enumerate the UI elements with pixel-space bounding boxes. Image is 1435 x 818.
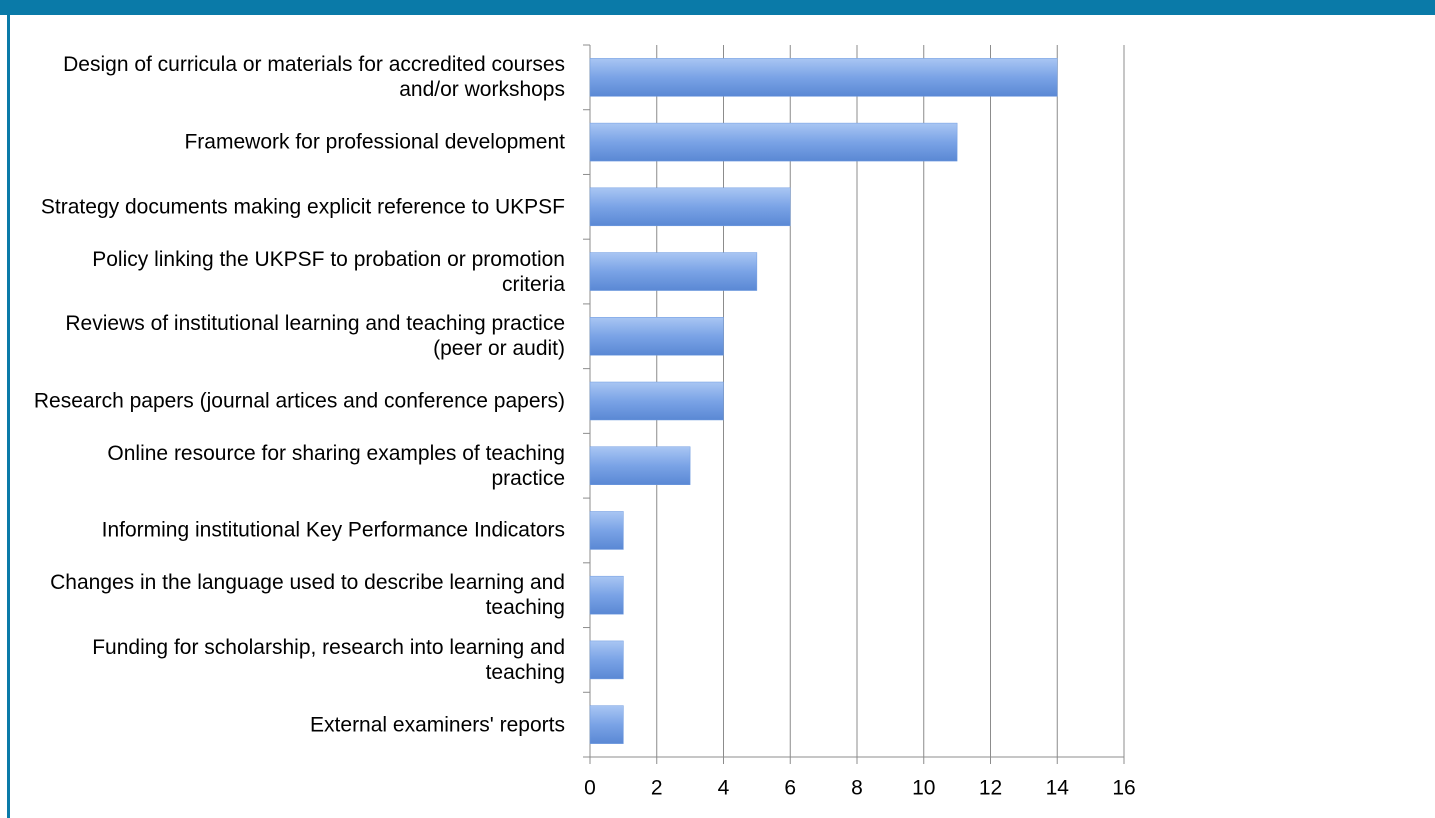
bar — [589, 252, 758, 291]
bar — [589, 58, 1058, 97]
y-tick-label: Online resource for sharing examples of … — [107, 441, 565, 490]
x-tick-label: 10 — [912, 777, 935, 800]
x-tick-label: 12 — [979, 777, 1002, 800]
y-tick-label: Design of curricula or materials for acc… — [63, 53, 565, 102]
top-bar — [0, 0, 1435, 15]
x-tick-label: 16 — [1112, 777, 1135, 800]
y-tick-label: Strategy documents making explicit refer… — [40, 195, 565, 219]
y-tick-label: Informing institutional Key Performance … — [101, 518, 565, 542]
y-tick-label: Reviews of institutional learning and te… — [65, 312, 565, 361]
x-tick-label: 8 — [851, 777, 863, 800]
y-tick-label: Funding for scholarship, research into l… — [92, 635, 565, 684]
bar — [589, 317, 724, 356]
x-tick-label: 0 — [584, 777, 596, 800]
x-tick-label: 6 — [784, 777, 796, 800]
bar — [589, 381, 724, 421]
bar — [589, 187, 791, 227]
bar — [589, 446, 691, 485]
x-tick-label: 4 — [718, 777, 730, 800]
y-tick-label: Research papers (journal artices and con… — [33, 389, 565, 413]
left-border — [7, 15, 10, 818]
y-tick-label: Changes in the language used to describe… — [50, 571, 565, 620]
y-tick-label: Framework for professional development — [184, 130, 565, 154]
bar — [589, 705, 624, 744]
y-tick-label: Policy linking the UKPSF to probation or… — [92, 247, 565, 296]
x-tick-label: 2 — [651, 777, 663, 800]
x-tick-label: 14 — [1046, 777, 1070, 800]
bar — [589, 511, 624, 550]
bar — [589, 575, 624, 615]
bar — [589, 640, 624, 680]
bar — [589, 122, 958, 162]
y-tick-label: External examiners' reports — [310, 713, 565, 737]
